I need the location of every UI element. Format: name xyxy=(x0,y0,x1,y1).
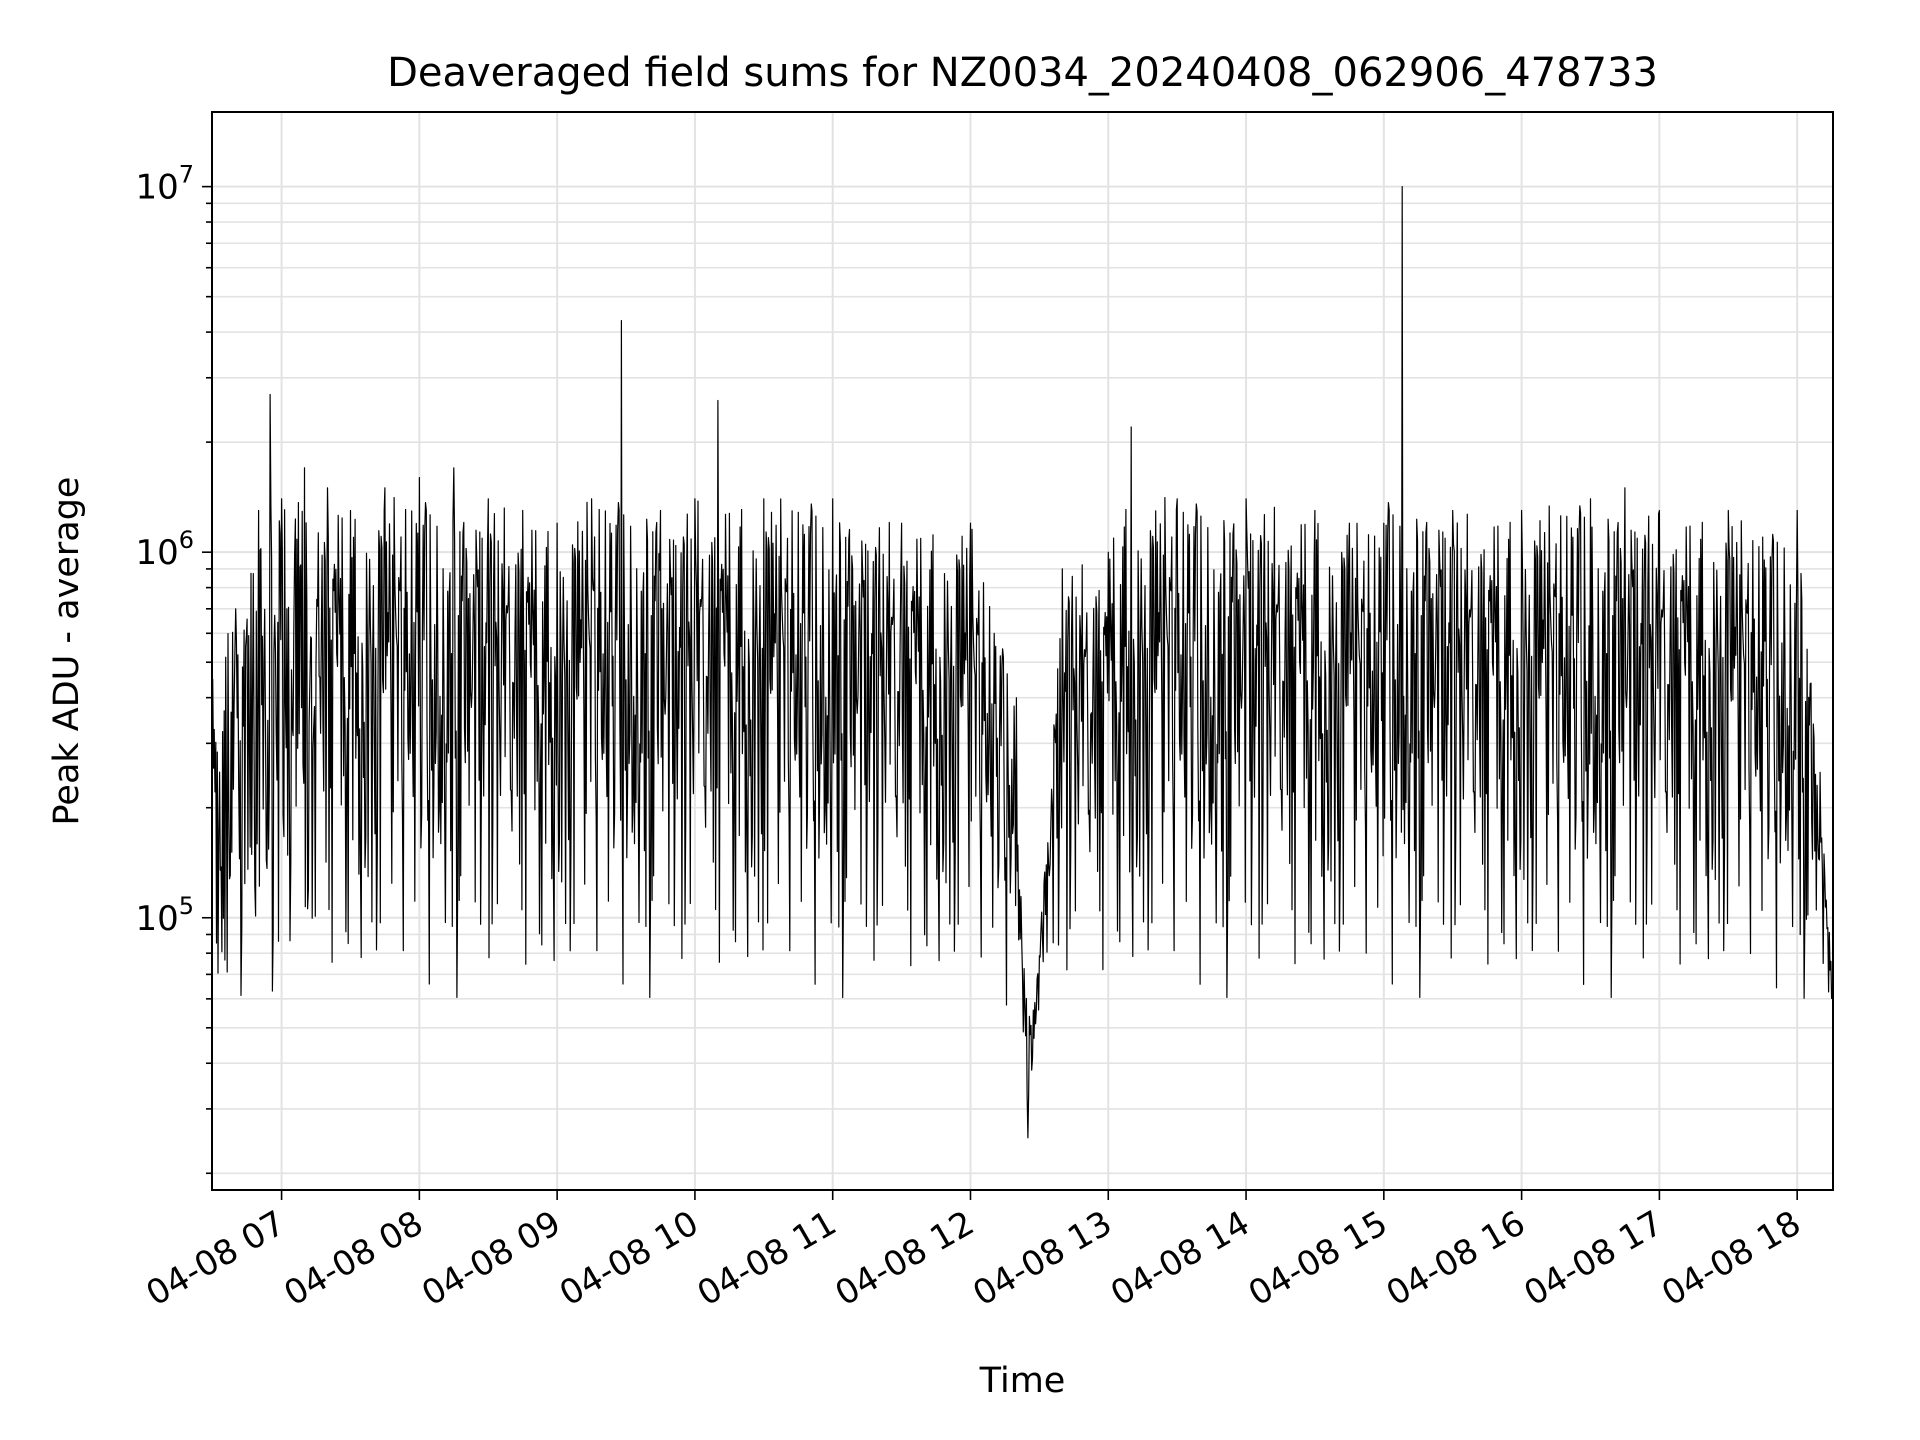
x-tick-label: 04-08 11 xyxy=(691,1203,843,1314)
x-tick-label: 04-08 15 xyxy=(1242,1203,1394,1314)
x-tick-label: 04-08 17 xyxy=(1518,1203,1670,1314)
x-tick-label: 04-08 13 xyxy=(966,1203,1118,1314)
x-tick-label: 04-08 07 xyxy=(140,1203,292,1314)
x-tick-label: 04-08 09 xyxy=(415,1203,567,1314)
x-tick-label: 04-08 12 xyxy=(829,1203,981,1314)
x-tick-label: 04-08 16 xyxy=(1380,1203,1532,1314)
series-line xyxy=(212,186,1833,1139)
plot-frame xyxy=(211,111,1834,1191)
x-axis-label: Time xyxy=(979,1361,1066,1401)
chart-title: Deaveraged field sums for NZ0034_2024040… xyxy=(387,50,1658,96)
x-tick-label: 04-08 10 xyxy=(553,1203,705,1314)
x-tick-label: 04-08 18 xyxy=(1655,1203,1807,1314)
x-tick-label: 04-08 14 xyxy=(1104,1203,1256,1314)
y-tick-label: 107 xyxy=(135,161,194,208)
y-tick-label: 106 xyxy=(135,526,194,573)
series xyxy=(212,186,1833,1139)
y-axis-label: Peak ADU - average xyxy=(47,477,87,826)
y-tick-label: 105 xyxy=(135,892,194,939)
x-tick-label: 04-08 08 xyxy=(277,1203,429,1314)
